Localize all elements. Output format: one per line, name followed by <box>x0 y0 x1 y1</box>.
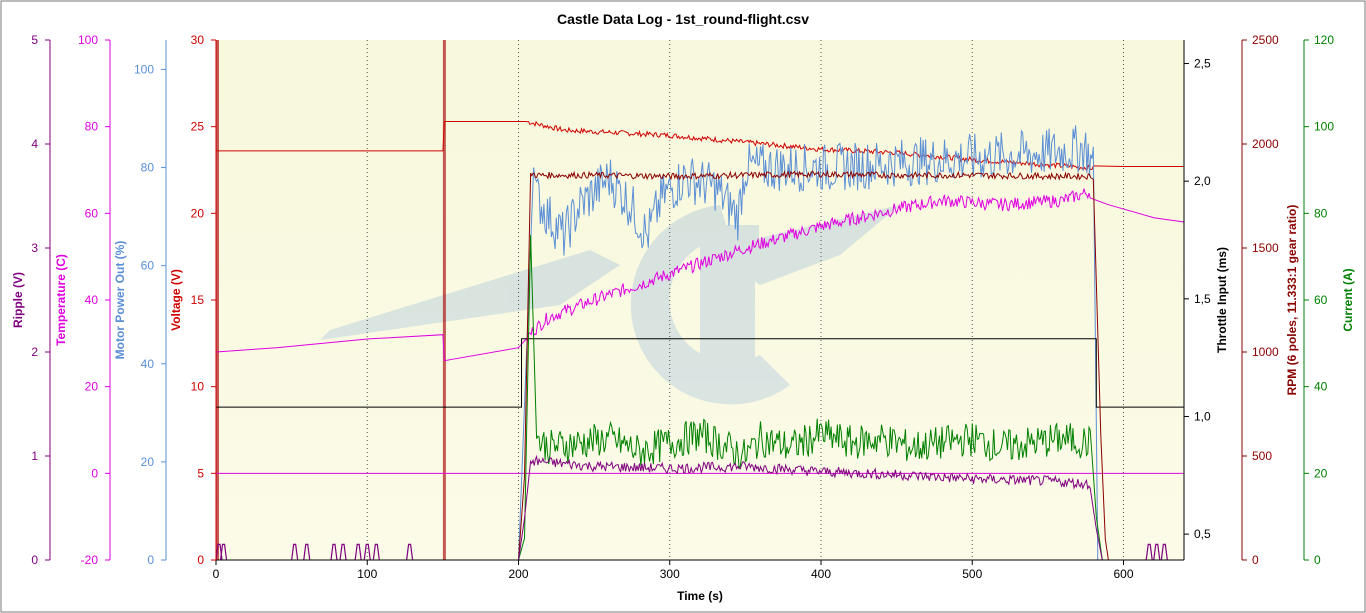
axis-tick-label-ripple: 0 <box>31 553 38 567</box>
axis-tick-label-temperature: 20 <box>85 380 99 394</box>
series-line-rpm <box>216 169 1184 561</box>
axis-tick-label-power: 100 <box>134 62 154 76</box>
axis-tick-label-power: 20 <box>141 455 155 469</box>
axis-tick-label-throttle: 1,5 <box>1194 292 1211 306</box>
axis-tick-label-rpm: 2000 <box>1252 137 1279 151</box>
axis-tick-label-ripple: 2 <box>31 345 38 359</box>
axis-tick-label-temperature: 100 <box>78 33 98 47</box>
axis-tick-label-rpm: 1500 <box>1252 241 1279 255</box>
series-layer <box>215 40 1185 561</box>
axis-tick-label-ripple: 1 <box>31 449 38 463</box>
ripple-idle-spike <box>354 543 362 561</box>
axis-tick-label-ripple: 5 <box>31 33 38 47</box>
axis-tick-label-voltage: 5 <box>197 466 204 480</box>
axis-tick-label-temperature: 60 <box>85 206 99 220</box>
ripple-idle-spike <box>330 543 338 561</box>
axis-tick-label-current: 60 <box>1314 293 1328 307</box>
chart-title: Castle Data Log - 1st_round-flight.csv <box>557 11 809 27</box>
ripple-idle-spike <box>363 543 371 561</box>
x-tick-label: 100 <box>357 567 377 581</box>
axis-tick-label-current: 20 <box>1314 466 1328 480</box>
x-tick-label: 200 <box>508 567 528 581</box>
ripple-idle-spike <box>1153 543 1161 561</box>
axis-tick-label-temperature: 40 <box>85 293 99 307</box>
series-line-motor-power-out <box>216 125 1184 561</box>
x-tick-label: 300 <box>660 567 680 581</box>
grid <box>366 40 1124 560</box>
axis-tick-label-current: 120 <box>1314 33 1334 47</box>
axis-label-temperature: Temperature (C) <box>54 254 68 346</box>
ripple-idle-spike <box>303 543 311 561</box>
axis-tick-label-current: 80 <box>1314 206 1328 220</box>
axis-tick-label-temperature: 80 <box>85 120 99 134</box>
ripple-idle-spike <box>1160 543 1168 561</box>
axis-tick-label-ripple: 3 <box>31 241 38 255</box>
x-axis-label: Time (s) <box>677 589 723 603</box>
ripple-idle-spike <box>219 543 228 561</box>
series-line-temperature <box>215 188 1185 362</box>
axis-tick-label-voltage: 10 <box>191 380 205 394</box>
axis-tick-label-current: 100 <box>1314 120 1334 134</box>
series-line-current <box>216 234 1184 561</box>
axis-tick-label-rpm: 500 <box>1252 449 1272 463</box>
x-tick-label: 600 <box>1113 567 1133 581</box>
x-tick-label: 0 <box>213 567 220 581</box>
axis-tick-label-throttle: 2,0 <box>1194 174 1211 188</box>
ripple-idle-spike <box>406 543 414 561</box>
axis-tick-label-current: 0 <box>1314 553 1321 567</box>
axis-tick-label-power: 0 <box>147 553 154 567</box>
axis-tick-label-voltage: 20 <box>191 206 205 220</box>
axis-tick-label-power: 80 <box>141 161 155 175</box>
axis-tick-label-throttle: 2,5 <box>1194 57 1211 71</box>
axis-tick-label-voltage: 25 <box>191 120 205 134</box>
axis-tick-label-power: 60 <box>141 259 155 273</box>
axis-tick-label-rpm: 0 <box>1252 553 1259 567</box>
series-line-ripple <box>216 454 1184 561</box>
axis-label-power: Motor Power Out (%) <box>113 241 127 360</box>
axis-label-throttle: Throttle Input (ms) <box>1215 247 1229 353</box>
ripple-idle-spike <box>372 543 380 561</box>
axis-tick-label-rpm: 2500 <box>1252 33 1279 47</box>
axis-tick-label-rpm: 1000 <box>1252 345 1279 359</box>
axis-tick-label-throttle: 0,5 <box>1194 527 1211 541</box>
axis-tick-label-temperature: 0 <box>91 466 98 480</box>
axis-tick-label-voltage: 15 <box>191 293 205 307</box>
x-tick-label: 400 <box>811 567 831 581</box>
axis-tick-label-voltage: 0 <box>197 553 204 567</box>
axis-tick-label-temperature: -20 <box>81 553 99 567</box>
x-tick-label: 500 <box>962 567 982 581</box>
axis-label-rpm: RPM (6 poles, 11.333:1 gear ratio) <box>1285 205 1299 396</box>
ripple-idle-spike <box>291 543 299 561</box>
axis-tick-label-voltage: 30 <box>191 33 205 47</box>
axis-tick-label-throttle: 1,0 <box>1194 409 1211 423</box>
axis-tick-label-ripple: 4 <box>31 137 38 151</box>
axis-label-ripple: Ripple (V) <box>11 272 25 328</box>
ripple-idle-spike <box>1145 543 1153 561</box>
axis-label-current: Current (A) <box>1341 268 1355 331</box>
axis-tick-label-power: 40 <box>141 357 155 371</box>
axis-label-voltage: Voltage (V) <box>169 269 183 331</box>
ripple-idle-spike <box>339 543 347 561</box>
series-line-throttle <box>216 338 1184 408</box>
axis-tick-label-current: 40 <box>1314 380 1328 394</box>
